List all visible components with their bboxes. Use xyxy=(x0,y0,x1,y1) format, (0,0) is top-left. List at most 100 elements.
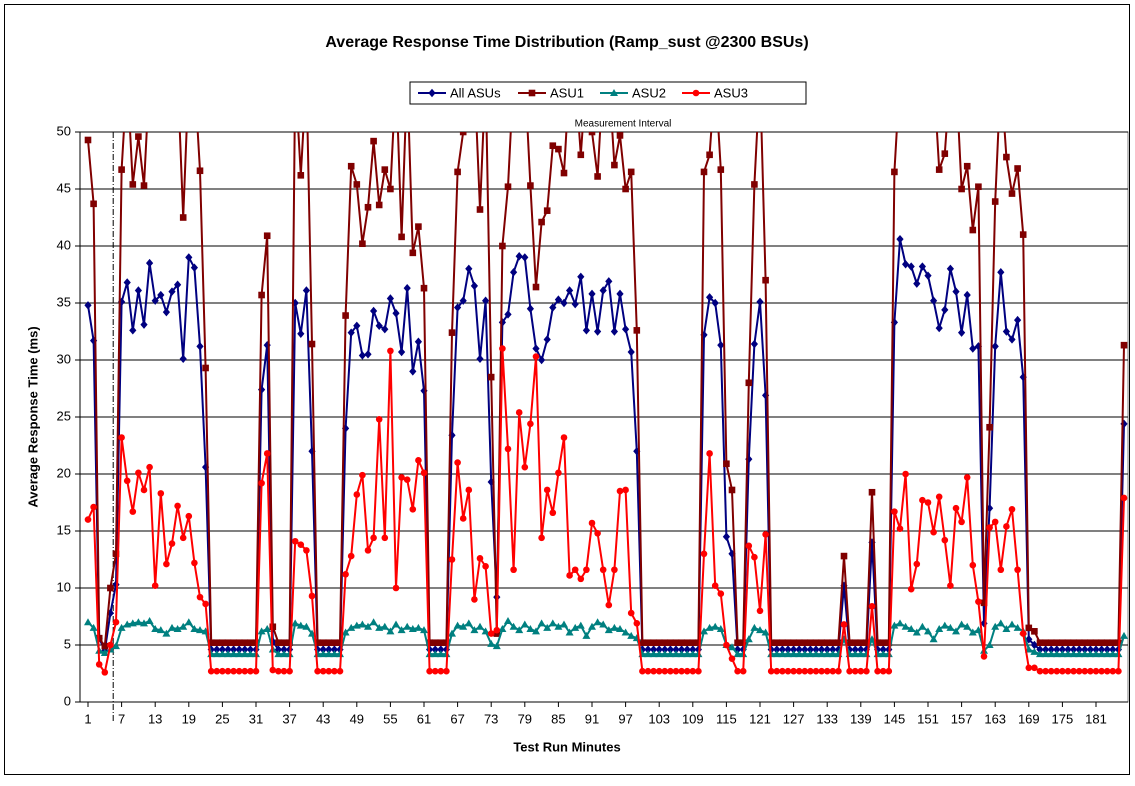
marker xyxy=(487,639,496,647)
marker xyxy=(515,409,523,416)
marker xyxy=(846,645,854,654)
marker xyxy=(1003,153,1010,161)
marker xyxy=(330,650,339,658)
x-tick-label: 97 xyxy=(618,711,632,726)
marker xyxy=(331,639,338,647)
x-tick-label: 145 xyxy=(884,711,906,726)
marker xyxy=(661,667,669,675)
marker xyxy=(168,540,176,547)
x-axis-label: Test Run Minutes xyxy=(513,739,620,754)
marker xyxy=(324,650,333,658)
marker xyxy=(734,667,741,675)
marker xyxy=(1031,628,1038,635)
marker xyxy=(504,310,512,319)
marker xyxy=(381,534,389,542)
marker xyxy=(235,639,243,647)
marker xyxy=(415,457,422,464)
marker xyxy=(577,575,585,583)
marker xyxy=(1103,667,1111,675)
marker xyxy=(784,645,792,654)
marker xyxy=(403,622,412,630)
marker xyxy=(655,650,664,658)
marker xyxy=(717,166,725,173)
marker xyxy=(577,272,585,281)
marker xyxy=(319,667,327,675)
marker xyxy=(739,639,747,647)
x-tick-label: 121 xyxy=(749,711,771,726)
marker xyxy=(196,626,204,634)
marker xyxy=(140,320,148,329)
marker xyxy=(336,650,344,658)
marker xyxy=(677,650,686,658)
marker xyxy=(1081,667,1089,675)
marker xyxy=(767,639,775,647)
marker xyxy=(1092,639,1100,647)
marker xyxy=(319,650,328,658)
marker xyxy=(784,650,792,658)
marker xyxy=(129,181,137,188)
marker xyxy=(302,622,311,630)
x-tick-label: 55 xyxy=(383,711,397,726)
marker xyxy=(1092,667,1100,675)
marker xyxy=(431,645,439,654)
marker xyxy=(308,592,316,600)
marker xyxy=(101,669,109,676)
marker xyxy=(661,639,669,647)
marker xyxy=(616,625,624,633)
marker xyxy=(1070,645,1078,654)
marker xyxy=(330,645,338,654)
marker xyxy=(1047,645,1055,654)
x-tick-label: 85 xyxy=(551,711,565,726)
marker xyxy=(342,312,349,319)
marker xyxy=(471,596,478,603)
marker xyxy=(526,625,535,633)
marker xyxy=(1081,639,1089,647)
marker xyxy=(240,650,249,658)
marker xyxy=(807,639,814,647)
marker xyxy=(459,132,467,136)
marker xyxy=(974,626,983,634)
marker xyxy=(397,626,406,634)
x-tick-label: 79 xyxy=(518,711,532,726)
marker xyxy=(863,639,870,647)
marker xyxy=(997,566,1005,574)
marker xyxy=(790,645,798,654)
marker xyxy=(818,645,826,654)
marker xyxy=(941,305,949,315)
marker xyxy=(611,566,618,574)
marker xyxy=(711,582,719,590)
x-tick-label: 175 xyxy=(1052,711,1074,726)
marker xyxy=(706,293,714,302)
marker xyxy=(594,529,601,537)
marker xyxy=(902,260,910,269)
marker xyxy=(683,650,692,658)
marker xyxy=(604,626,613,634)
marker xyxy=(660,650,669,658)
marker xyxy=(386,294,394,303)
marker xyxy=(274,650,283,658)
marker xyxy=(610,623,619,631)
marker xyxy=(213,645,221,654)
marker xyxy=(247,667,254,675)
marker xyxy=(263,450,271,457)
legend-label: ASU1 xyxy=(550,85,584,100)
marker xyxy=(538,218,545,226)
marker xyxy=(470,281,478,291)
marker xyxy=(229,650,238,658)
marker xyxy=(958,328,966,337)
marker xyxy=(297,172,305,179)
marker xyxy=(1053,667,1061,675)
marker xyxy=(224,645,232,654)
marker xyxy=(694,645,702,654)
marker xyxy=(577,151,585,159)
marker xyxy=(482,296,490,305)
marker xyxy=(890,621,899,629)
marker xyxy=(991,518,999,526)
marker xyxy=(145,617,154,625)
marker xyxy=(459,515,467,522)
marker xyxy=(353,491,361,498)
marker xyxy=(986,524,993,531)
marker xyxy=(616,132,624,139)
marker xyxy=(386,627,395,635)
marker xyxy=(868,488,876,496)
